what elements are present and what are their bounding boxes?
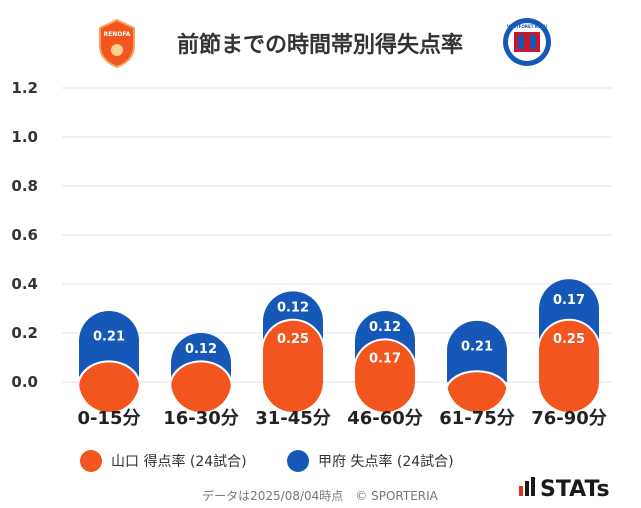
stats-logo-icon: [519, 486, 523, 496]
bar-group: 0.21: [447, 320, 507, 412]
bars: 0.21 0.12 0.12 0.25 0.12 0.17 0.21 0.17 0.25: [79, 279, 599, 413]
bar-group: 0.12 0.25: [263, 291, 323, 412]
data-label-yamaguchi: 0.25: [277, 332, 309, 347]
chart-title: 前節までの時間帯別得失点率: [177, 32, 463, 58]
y-tick-label: 0.6: [11, 226, 38, 244]
x-tick-label: 31-45分: [255, 408, 331, 429]
y-axis: 0.0 0.2 0.4 0.6 0.8 1.0 1.2: [11, 79, 38, 391]
x-tick-label: 76-90分: [531, 408, 607, 429]
data-label-kofu: 0.12: [185, 342, 217, 357]
data-label-kofu: 0.12: [369, 320, 401, 335]
x-tick-label: 61-75分: [439, 408, 515, 429]
bar-group: 0.12: [171, 333, 231, 412]
y-tick-label: 1.2: [11, 79, 38, 97]
svg-text:RENOFA: RENOFA: [104, 31, 131, 38]
data-label-kofu: 0.21: [93, 330, 125, 345]
bar-yamaguchi: [539, 320, 599, 412]
svg-text:VENTFORET KOFU: VENTFORET KOFU: [507, 24, 547, 29]
legend-marker-kofu: [287, 450, 309, 472]
stats-brand: STATs: [519, 477, 610, 502]
data-label-yamaguchi: 0.25: [553, 332, 585, 347]
data-label-kofu: 0.12: [277, 300, 309, 315]
bar-yamaguchi: [355, 340, 415, 412]
footer-note: データは2025/08/04時点 © SPORTERIA: [202, 488, 439, 503]
x-tick-label: 16-30分: [163, 408, 239, 429]
ventforet-logo: VENTFORET KOFU: [503, 18, 551, 66]
data-label-kofu: 0.17: [553, 293, 585, 308]
y-tick-label: 0.4: [11, 275, 38, 293]
y-grid: [62, 87, 612, 383]
y-tick-label: 1.0: [11, 128, 38, 146]
bar-group: 0.12 0.17: [355, 310, 415, 413]
bar-yamaguchi: [263, 320, 323, 412]
renofa-logo: RENOFA: [99, 18, 135, 69]
legend-marker-yamaguchi: [80, 450, 102, 472]
bar-yamaguchi: [79, 362, 139, 412]
data-label-yamaguchi: 0.17: [369, 351, 401, 366]
data-label-kofu: 0.21: [461, 339, 493, 354]
bar-yamaguchi: [171, 362, 231, 412]
x-tick-label: 46-60分: [347, 408, 423, 429]
stats-brand-text: STATs: [540, 477, 610, 502]
legend-label-kofu: 甲府 失点率 (24試合): [318, 453, 454, 470]
x-axis: 0-15分 16-30分 31-45分 46-60分 61-75分 76-90分: [77, 408, 606, 429]
y-tick-label: 0.0: [11, 373, 38, 391]
bar-group: 0.17 0.25: [539, 279, 599, 412]
y-tick-label: 0.2: [11, 324, 38, 342]
legend: 山口 得点率 (24試合) 甲府 失点率 (24試合): [80, 450, 454, 472]
bar-group: 0.21: [79, 310, 139, 412]
y-tick-label: 0.8: [11, 177, 38, 195]
legend-label-yamaguchi: 山口 得点率 (24試合): [111, 453, 247, 470]
x-tick-label: 0-15分: [77, 408, 140, 429]
bar-yamaguchi: [447, 372, 507, 412]
